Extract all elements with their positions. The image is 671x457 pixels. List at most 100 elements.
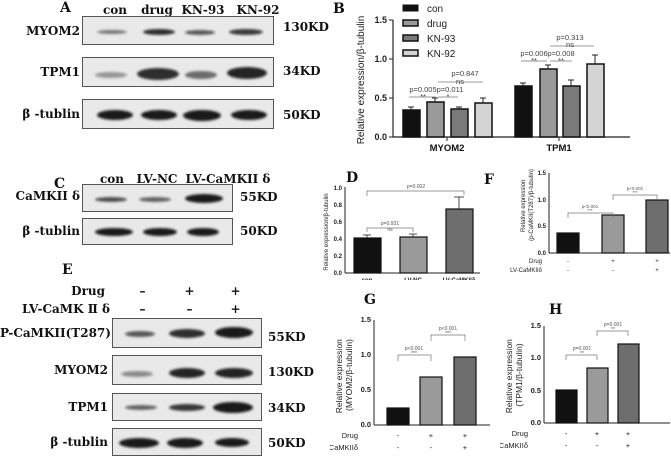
svg-text:+: + [655,259,659,265]
svg-text:ns: ns [456,77,464,86]
chart-f: Relative expression (p-CaMKII(T287)/β-tu… [510,169,670,274]
lane-label: KN-93 [181,3,225,17]
svg-text:***: *** [445,331,451,337]
western-blot-tubulin [82,99,274,129]
legend: con drug KN-93 KN-92 [402,4,456,60]
svg-text:-: - [596,441,599,450]
kd-label: 130KD [283,20,329,34]
svg-text:1.0: 1.0 [531,353,541,362]
y-tick: 0.5 [374,93,387,103]
svg-text:0.5: 0.5 [361,385,371,394]
svg-text:p=0.011: p=0.011 [437,85,464,94]
western-blot-p-camkii [112,318,262,348]
western-blot-tpm1 [82,57,274,87]
svg-text:**: ** [420,92,426,101]
svg-text:0.5: 0.5 [531,386,541,395]
svg-text:***: *** [411,351,417,357]
svg-text:1.0: 1.0 [538,198,547,204]
condition-label: Drug [71,284,105,298]
blot-label: MYOM2 [54,363,108,377]
svg-text:0.4: 0.4 [334,237,343,243]
svg-text:p=0.001: p=0.001 [573,346,591,352]
svg-text:0.8: 0.8 [334,203,343,209]
svg-text:+: + [655,268,659,274]
svg-text:**: ** [558,56,564,65]
panel-letter-e: E [62,262,73,278]
svg-text:0.6: 0.6 [334,220,343,226]
lane-label: con [99,172,125,186]
svg-text:LV-CaMKIIδ: LV-CaMKIIδ [443,278,476,280]
svg-text:Drug: Drug [342,431,358,440]
svg-text:ns: ns [566,40,574,49]
panel-letter-d: D [346,170,359,186]
svg-text:LV-CaMKIIδ: LV-CaMKIIδ [330,443,358,452]
svg-text:-: - [565,429,568,438]
western-blot-tubulin [82,218,233,245]
svg-text:KN-92: KN-92 [427,49,456,60]
blot-label: TPM1 [68,400,108,414]
svg-text:-: - [397,443,400,452]
lane-label: KN-92 [236,3,280,17]
lane-label: LV-NC [136,172,178,186]
svg-text:1.5: 1.5 [361,315,371,324]
svg-text:0.0: 0.0 [334,271,343,277]
svg-text:+: + [595,429,600,438]
svg-text:0.5: 0.5 [538,224,547,230]
svg-text:p=0.931: p=0.931 [381,221,399,227]
svg-text:+: + [626,441,631,450]
panel-letter-f: F [484,172,494,188]
svg-text:p<0.001: p<0.001 [439,326,457,332]
western-blot-myom2 [82,16,274,45]
svg-text:+: + [626,429,631,438]
svg-text:-: - [567,268,569,274]
svg-text:1.0: 1.0 [361,350,371,359]
svg-text:p=0.006: p=0.006 [520,49,547,58]
blot-label: β -tublin [22,107,80,121]
kd-label: 34KD [283,64,321,78]
svg-text:p<0.001: p<0.001 [582,204,599,209]
svg-text:p=0.313: p=0.313 [556,33,583,42]
svg-text:Relative expression (MYOM2: Relative expression (MYOM2/β-tubulin) [334,337,354,414]
svg-text:p=0.008: p=0.008 [547,49,574,58]
blot-label: TPM1 [40,65,80,79]
svg-text:**: ** [531,56,537,65]
svg-text:LV-NC: LV-NC [404,278,422,280]
chart-d: Relative expression/β-tubulin 0.0 0.2 0.… [324,184,480,280]
svg-text:1.5: 1.5 [531,321,541,330]
svg-text:Relative expression (TPM1/: Relative expression (TPM1/β-tubulin) [504,337,524,414]
panel-letter-b: B [333,1,345,17]
svg-text:+: + [611,259,615,265]
y-tick: 1.5 [374,15,387,25]
svg-text:0.0: 0.0 [538,251,547,257]
y-axis-label: Relative expression/β-tubulin [324,193,330,270]
blot-label: CaMKII δ [15,189,80,203]
western-blot-tpm1 [112,393,262,421]
svg-text:-: - [397,431,400,440]
kd-label: 50KD [268,436,306,450]
svg-text:ns: ns [387,227,393,233]
x-tick: MYOM2 [430,143,465,154]
blot-label: P-CaMKII(T287) [0,326,111,340]
svg-text:0.2: 0.2 [334,254,343,260]
svg-text:p<0.001: p<0.001 [627,186,644,191]
western-blot-camkii [82,184,233,212]
svg-text:LV-CaMKIIδ: LV-CaMKIIδ [510,268,543,274]
lane-label: LV-CaMKII δ [185,172,271,186]
svg-text:Drug: Drug [512,429,528,438]
kd-label: 50KD [240,224,278,238]
y-axis-label: Relative expression/β-tubulin [356,16,367,145]
svg-text:1.0: 1.0 [334,186,343,192]
svg-text:con: con [427,4,443,15]
blot-label: MYOM2 [26,24,80,38]
svg-text:LV-CaMKIIδ: LV-CaMKIIδ [500,441,528,450]
y-tick: 0.0 [374,132,387,142]
blot-label: β -tublin [22,224,80,238]
svg-text:p=0.002: p=0.002 [407,184,425,190]
svg-text:con: con [362,278,373,280]
svg-text:Drug: Drug [529,259,542,265]
kd-label: 55KD [240,190,278,204]
panel-letter-h: H [549,302,563,318]
chart-g: Relative expression (MYOM2/β-tubulin) 0.… [330,315,490,452]
panel-letter-g: G [364,292,376,308]
svg-text:-: - [430,443,433,452]
